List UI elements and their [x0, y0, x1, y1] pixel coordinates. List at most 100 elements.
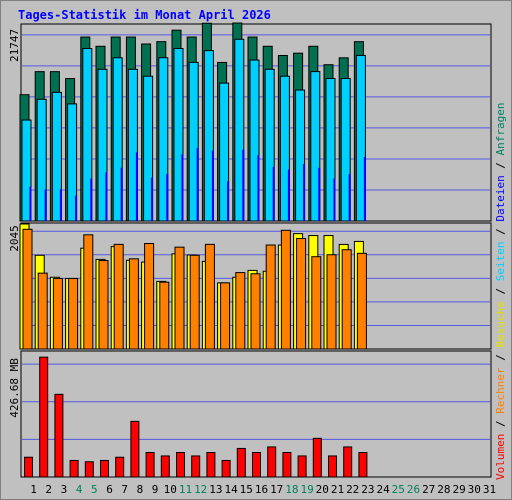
bar-rechner-day-19: [296, 237, 307, 350]
bar-volumen-day-20: [312, 437, 322, 478]
bar-dateien-day-22: [348, 174, 351, 221]
bar-rechner-day-15: [235, 272, 246, 350]
y-max-label-top: 21747: [8, 29, 21, 62]
x-tick-label-day-1: 1: [30, 483, 37, 496]
bar-seiten-day-10: [158, 57, 169, 222]
bar-volumen-day-16: [252, 452, 261, 478]
x-tick-label-day-16: 16: [255, 483, 268, 496]
x-tick-label-day-27: 27: [422, 483, 435, 496]
bar-rechner-day-21: [326, 254, 337, 350]
x-tick-label-day-9: 9: [152, 483, 159, 496]
bar-dateien-day-1: [29, 186, 32, 221]
x-tick-label-day-18: 18: [285, 483, 298, 496]
x-tick-label-day-5: 5: [91, 483, 98, 496]
bar-seiten-day-2: [36, 98, 47, 222]
x-tick-label-day-24: 24: [376, 483, 390, 496]
x-tick-label-day-31: 31: [483, 483, 496, 496]
x-tick-label-day-15: 15: [240, 483, 253, 496]
bar-volumen-day-1: [24, 456, 33, 478]
bar-seiten-day-7: [112, 57, 123, 222]
x-tick-label-day-20: 20: [316, 483, 329, 496]
bar-rechner-day-10: [159, 281, 170, 350]
bar-volumen-day-12: [191, 455, 201, 478]
bar-volumen-day-22: [343, 446, 353, 478]
bar-rechner-day-3: [52, 277, 63, 350]
bar-rechner-day-18: [280, 229, 291, 350]
x-tick-label-day-30: 30: [468, 483, 481, 496]
bar-rechner-day-16: [250, 273, 261, 350]
bar-rechner-day-4: [68, 277, 79, 350]
x-tick-label-day-26: 26: [407, 483, 420, 496]
bar-volumen-day-3: [54, 393, 64, 478]
bar-dateien-day-18: [287, 169, 290, 221]
bar-dateien-day-7: [120, 167, 123, 221]
bar-rechner-day-1: [22, 228, 33, 350]
y-max-label-middle: 2045: [8, 225, 21, 252]
x-tick-label-day-2: 2: [45, 483, 52, 496]
x-tick-label-day-22: 22: [346, 483, 359, 496]
bar-dateien-day-2: [44, 189, 47, 221]
x-tick-label-day-14: 14: [224, 483, 238, 496]
x-tick-label-day-6: 6: [106, 483, 113, 496]
bar-volumen-day-9: [145, 452, 155, 478]
x-tick-label-day-11: 11: [179, 483, 192, 496]
bar-dateien-day-19: [303, 164, 306, 221]
bar-rechner-day-11: [174, 246, 185, 350]
bar-seiten-day-23: [355, 54, 366, 222]
x-tick-label-day-8: 8: [137, 483, 144, 496]
bar-seiten-day-9: [143, 75, 154, 222]
bar-volumen-day-6: [100, 459, 109, 478]
x-tick-label-day-13: 13: [209, 483, 222, 496]
bar-volumen-day-21: [328, 455, 337, 478]
bar-rechner-day-14: [220, 282, 231, 350]
bar-volumen-day-19: [297, 455, 307, 478]
bar-dateien-day-17: [272, 166, 275, 221]
bar-dateien-day-13: [211, 150, 214, 221]
x-tick-label-day-12: 12: [194, 483, 207, 496]
x-tick-label-day-17: 17: [270, 483, 283, 496]
bar-dateien-day-16: [257, 155, 260, 221]
bar-rechner-day-23: [356, 252, 367, 350]
bar-volumen-day-11: [176, 452, 185, 478]
x-tick-label-day-3: 3: [61, 483, 68, 496]
x-tick-label-day-25: 25: [392, 483, 405, 496]
bar-rechner-day-9: [144, 242, 155, 350]
bar-dateien-day-4: [75, 195, 78, 221]
bar-rechner-day-2: [37, 272, 48, 350]
bar-rechner-day-17: [265, 244, 276, 350]
bar-seiten-day-17: [264, 68, 275, 222]
bar-dateien-day-3: [59, 189, 62, 221]
bar-seiten-day-22: [340, 78, 351, 222]
bar-volumen-day-5: [84, 461, 94, 478]
bar-rechner-day-22: [341, 249, 352, 350]
bar-rechner-day-20: [311, 256, 322, 350]
x-tick-label-day-7: 7: [121, 483, 128, 496]
bar-seiten-day-6: [97, 68, 108, 222]
bar-volumen-day-13: [206, 452, 216, 478]
bar-dateien-day-5: [90, 178, 93, 221]
bar-volumen-day-4: [69, 459, 79, 478]
bar-seiten-day-3: [51, 91, 62, 222]
x-tick-label-day-10: 10: [164, 483, 177, 496]
bar-seiten-day-8: [127, 68, 138, 222]
bar-seiten-day-4: [67, 103, 78, 222]
x-tick-label-day-29: 29: [452, 483, 465, 496]
x-tick-label-day-21: 21: [331, 483, 344, 496]
bar-dateien-day-21: [333, 178, 336, 221]
bar-seiten-day-21: [325, 78, 336, 222]
bar-volumen-day-17: [267, 446, 277, 478]
chart-title: Tages-Statistik im Monat April 2026: [18, 8, 271, 22]
bar-seiten-day-13: [203, 50, 214, 222]
bar-seiten-day-16: [249, 59, 260, 222]
bar-dateien-day-9: [151, 177, 154, 221]
bar-dateien-day-23: [363, 157, 366, 221]
bar-dateien-day-11: [181, 154, 184, 221]
x-tick-label-day-28: 28: [437, 483, 450, 496]
bar-seiten-day-15: [234, 38, 245, 222]
bar-volumen-day-23: [358, 452, 368, 478]
bar-volumen-day-18: [282, 452, 292, 478]
bar-volumen-day-14: [221, 459, 231, 478]
bar-rechner-day-13: [204, 243, 215, 350]
bar-dateien-day-14: [227, 181, 230, 221]
